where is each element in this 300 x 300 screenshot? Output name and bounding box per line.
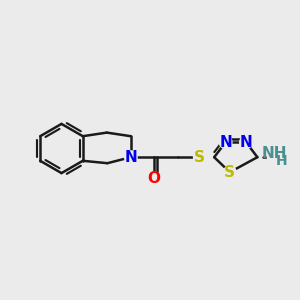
Circle shape: [148, 172, 161, 184]
Text: S: S: [194, 150, 205, 165]
Text: N: N: [240, 135, 252, 150]
Circle shape: [240, 136, 252, 148]
Text: NH: NH: [262, 146, 287, 160]
Text: N: N: [219, 135, 232, 150]
Circle shape: [267, 146, 288, 166]
Circle shape: [124, 151, 137, 164]
Circle shape: [194, 151, 206, 164]
Text: S: S: [224, 165, 235, 180]
Text: N: N: [124, 150, 137, 165]
Circle shape: [219, 136, 232, 148]
Circle shape: [224, 166, 236, 178]
Text: H: H: [276, 154, 288, 168]
Text: O: O: [148, 171, 161, 186]
